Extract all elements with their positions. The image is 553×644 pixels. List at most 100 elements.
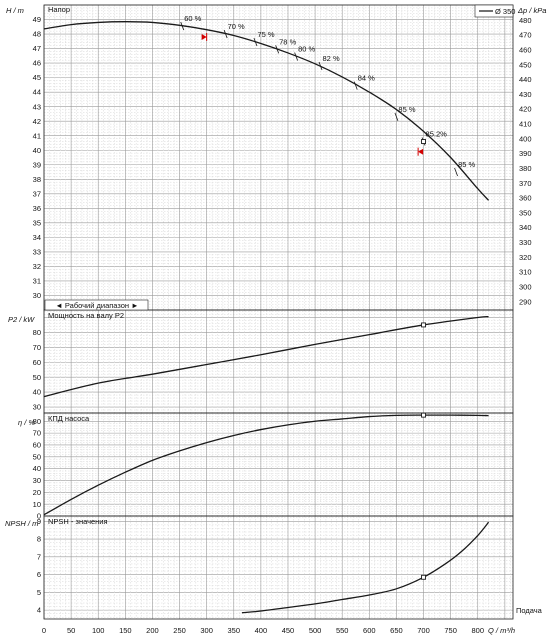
y-axis-label-head: H / m (6, 6, 24, 15)
duty-point-head (421, 139, 426, 144)
efficiency-mark-label: 75 % (257, 30, 274, 39)
y-tick-label: 50 (33, 373, 41, 382)
y-tick-label: 4 (37, 606, 41, 615)
y-right-tick-label: 440 (519, 75, 532, 84)
x-tick-label: 300 (200, 626, 213, 635)
efficiency-mark-label: 84 % (358, 74, 375, 83)
efficiency-mark-label: 85 % (458, 160, 475, 169)
duty-point-npsh (421, 574, 426, 580)
panel-title-efficiency: КПД насоса (48, 414, 90, 423)
y-tick-label: 38 (33, 175, 41, 184)
y-tick-label: 70 (33, 343, 41, 352)
y-tick-label: 20 (33, 488, 41, 497)
y-right-tick-label: 360 (519, 194, 532, 203)
x-tick-label: 650 (390, 626, 403, 635)
y-tick-label: 40 (33, 146, 41, 155)
y-right-tick-label: 290 (519, 297, 532, 306)
y-tick-label: 39 (33, 160, 41, 169)
panel-title-npsh: NPSH - значения (48, 517, 108, 526)
panel-title-head: Напор (48, 5, 70, 14)
y-tick-label: 45 (33, 73, 41, 82)
x-tick-label: 550 (336, 626, 349, 635)
x-tick-label: 350 (228, 626, 241, 635)
y-right-tick-label: 330 (519, 238, 532, 247)
y-tick-label: 0 (37, 512, 41, 521)
y-tick-label: 40 (33, 388, 41, 397)
y-right-tick-label: 400 (519, 134, 532, 143)
y-right-tick-label: 320 (519, 253, 532, 262)
x-axis-label: Q / m³/h (488, 626, 515, 635)
y-tick-label: 31 (33, 277, 41, 286)
x-tick-label: 500 (309, 626, 322, 635)
x-tick-label: 700 (417, 626, 430, 635)
x-tick-label: 50 (67, 626, 75, 635)
operating-range-box (44, 299, 149, 311)
x-tick-label: 600 (363, 626, 376, 635)
efficiency-mark-tick (253, 37, 258, 47)
x-tick-label: 0 (42, 626, 46, 635)
x-tick-label: 100 (92, 626, 105, 635)
efficiency-mark-tick (223, 29, 228, 39)
efficiency-mark-tick (454, 167, 458, 177)
y-tick-label: 80 (33, 417, 41, 426)
legend: Ø 350 (474, 4, 515, 18)
x-tick-label: 150 (119, 626, 132, 635)
y-axis-label-power: P2 / kW (8, 315, 35, 324)
y-axis-label-right: Δp / kPa (517, 6, 546, 15)
y-tick-label: 48 (33, 30, 41, 39)
y-right-tick-label: 460 (519, 45, 532, 54)
y-tick-label: 60 (33, 441, 41, 450)
panel-grid-efficiency (43, 413, 513, 517)
y-tick-label: 33 (33, 248, 41, 257)
y-tick-label: 42 (33, 117, 41, 126)
y-right-tick-label: 410 (519, 120, 532, 129)
y-tick-label: 47 (33, 44, 41, 53)
efficiency-mark-tick (275, 45, 280, 54)
duty-point-power (421, 322, 426, 328)
duty-point-efficiency (421, 412, 426, 418)
efficiency-mark-tick (353, 81, 358, 90)
operating-range-label: ◄ Рабочий диапазон ► (44, 299, 149, 311)
y-tick-label: 32 (33, 262, 41, 271)
y-axis-label-npsh: NPSH / m (5, 519, 38, 528)
efficiency-mark-tick (394, 112, 399, 121)
y-right-tick-label: 350 (519, 208, 532, 217)
y-tick-label: 6 (37, 570, 41, 579)
y-tick-label: 30 (33, 291, 41, 300)
y-tick-label: 49 (33, 15, 41, 24)
y-right-tick-label: 390 (519, 149, 532, 158)
y-tick-label: 34 (33, 233, 41, 242)
y-right-tick-label: 370 (519, 179, 532, 188)
efficiency-mark-label: 82 % (323, 54, 340, 63)
panel-grid-head (43, 4, 513, 311)
y-tick-label: 36 (33, 204, 41, 213)
series-line-head (43, 21, 490, 201)
x-axis-label-right: Подача (516, 606, 543, 615)
y-tick-label: 30 (33, 403, 41, 412)
y-tick-label: 44 (33, 88, 41, 97)
y-right-tick-label: 480 (519, 16, 532, 25)
y-tick-label: 5 (37, 588, 41, 597)
y-tick-label: 70 (33, 429, 41, 438)
y-axis-label-efficiency: η / % (18, 418, 35, 427)
x-tick-label: 450 (282, 626, 295, 635)
efficiency-mark-tick (294, 52, 298, 61)
y-tick-label: 46 (33, 59, 41, 68)
panel-frame-npsh (43, 515, 514, 620)
y-tick-label: 8 (37, 535, 41, 544)
y-tick-label: 10 (33, 500, 41, 509)
y-right-tick-label: 300 (519, 282, 532, 291)
y-tick-label: 37 (33, 189, 41, 198)
y-right-tick-label: 380 (519, 164, 532, 173)
y-right-tick-label: 450 (519, 60, 532, 69)
y-tick-label: 35 (33, 218, 41, 227)
y-tick-label: 7 (37, 552, 41, 561)
efficiency-mark-label: 85 % (398, 105, 415, 114)
y-tick-label: 30 (33, 476, 41, 485)
x-tick-label: 200 (146, 626, 159, 635)
efficiency-mark-label: 78 % (279, 37, 296, 46)
y-tick-label: 60 (33, 358, 41, 367)
y-right-tick-label: 420 (519, 105, 532, 114)
y-tick-label: 41 (33, 131, 41, 140)
